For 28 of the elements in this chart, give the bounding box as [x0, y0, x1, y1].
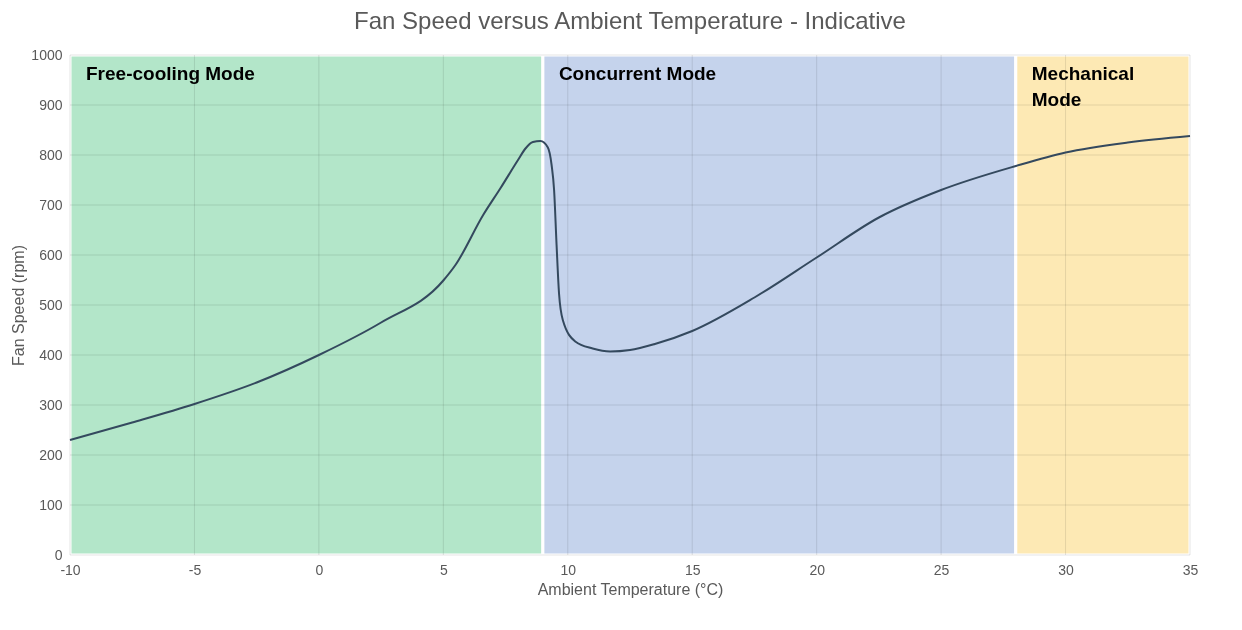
y-tick-label: 300	[39, 396, 63, 413]
y-tick-label: 500	[39, 296, 63, 313]
x-tick-label: 20	[809, 561, 826, 578]
y-tick-label: 800	[39, 146, 63, 163]
x-axis-title: Ambient Temperature (°C)	[537, 580, 724, 598]
x-tick-label: 15	[684, 561, 701, 578]
x-tick-label: 25	[933, 561, 950, 578]
x-tick-label: 30	[1058, 561, 1075, 578]
x-tick-label: 0	[315, 561, 324, 578]
y-tick-label: 200	[39, 446, 63, 463]
band-label: Mechanical Mode	[1031, 63, 1135, 110]
y-tick-label: 0	[54, 546, 63, 563]
chart-title: Fan Speed versus Ambient Temperature - Indicative	[354, 7, 906, 34]
x-tick-label: 5	[439, 561, 448, 578]
x-tick-label: 10	[560, 561, 577, 578]
y-tick-label: 1000	[31, 46, 63, 63]
y-tick-label: 900	[39, 96, 63, 113]
y-tick-label: 700	[39, 196, 63, 213]
x-tick-label: 35	[1182, 561, 1199, 578]
y-axis-title: Fan Speed (rpm)	[10, 245, 28, 366]
x-tick-label: -5	[188, 561, 202, 578]
y-tick-label: 600	[39, 246, 63, 263]
line-series	[69, 135, 1191, 441]
band-label: Free-cooling Mode	[86, 63, 255, 84]
y-tick-label: 100	[39, 496, 63, 513]
y-tick-label: 400	[39, 346, 63, 363]
band-label: Concurrent Mode	[558, 63, 717, 84]
x-tick-label: -10	[60, 561, 81, 578]
